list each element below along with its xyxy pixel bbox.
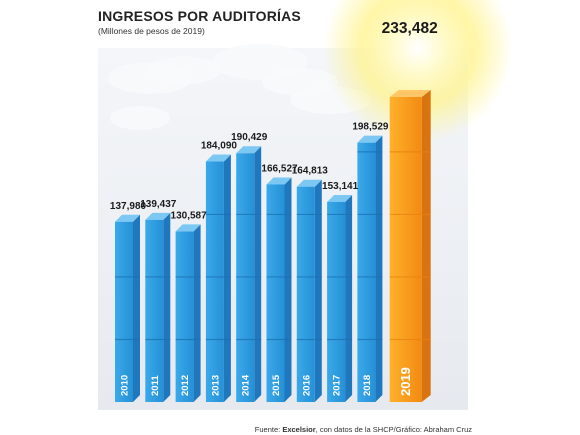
tick-label: 2010 [120,375,131,396]
data-label: 184,090 [201,141,238,152]
source-note: Fuente: Excelsior, con datos de la SHCP/… [254,425,472,434]
data-label: 166,527 [261,163,298,174]
data-label: 233,482 [382,20,438,37]
bar-top-face [357,135,383,143]
bar-2013 [205,154,231,402]
bar-front-face [357,142,376,402]
tick-label: 2013 [210,375,221,396]
tick-label: 2019 [398,367,413,396]
data-label: 139,437 [140,199,177,210]
data-label: 198,529 [352,122,389,133]
tick-label: 2016 [301,375,312,396]
tick-label: 2011 [150,375,161,396]
data-label: 137,980 [110,201,147,212]
bar-side-face [375,135,383,402]
bar-2014 [236,146,262,402]
data-label: 190,429 [231,132,268,143]
bar-2012 [175,224,201,402]
bar-top-face [296,179,322,187]
bar-2010 [115,214,140,402]
bar-2019 [389,90,431,402]
cloud-shape [110,106,170,130]
bar-side-face [345,194,353,402]
bar-front-face [266,184,285,402]
bar-top-face [266,177,292,185]
tick-label: 2015 [271,374,282,396]
chart-title: INGRESOS POR AUDITORÍAS [98,8,301,24]
cloud-shape [149,56,221,84]
bar-side-face [314,179,322,402]
bar-side-face [421,90,431,402]
bar-side-face [133,214,140,402]
bar-top-face [175,224,201,232]
tick-label: 2014 [241,374,252,396]
tick-label: 2012 [180,375,191,396]
bar-top-face [145,212,171,220]
bar-front-face [327,201,346,402]
bar-front-face [236,153,255,402]
bar-front-face [145,219,164,402]
bar-2015 [266,177,292,402]
bar-2018 [357,135,383,402]
bar-side-face [254,146,262,402]
bar-front-face [115,221,133,402]
bar-top-face [205,154,231,162]
bar-side-face [163,212,171,402]
data-label: 153,141 [322,181,359,192]
bar-front-face [175,231,194,402]
bar-top-face [327,194,353,202]
bar-side-face [193,224,201,402]
sun-glow [323,0,513,143]
chart-subtitle: (Millones de pesos de 2019) [98,26,205,36]
bar-side-face [284,177,292,402]
bar-top-face [115,214,140,222]
bar-side-face [223,154,231,402]
tick-label: 2018 [362,375,373,396]
bar-front-face [389,97,422,402]
bar-top-face [236,146,262,154]
bar-2011 [145,212,171,402]
bar-2016 [296,179,322,402]
bar-front-face [296,186,315,402]
bar-top-face [389,90,431,97]
data-label: 130,587 [171,210,208,221]
data-label: 164,813 [292,166,329,177]
bar-front-face [205,161,224,402]
tick-label: 2017 [332,375,343,396]
bar-2017 [327,194,353,402]
